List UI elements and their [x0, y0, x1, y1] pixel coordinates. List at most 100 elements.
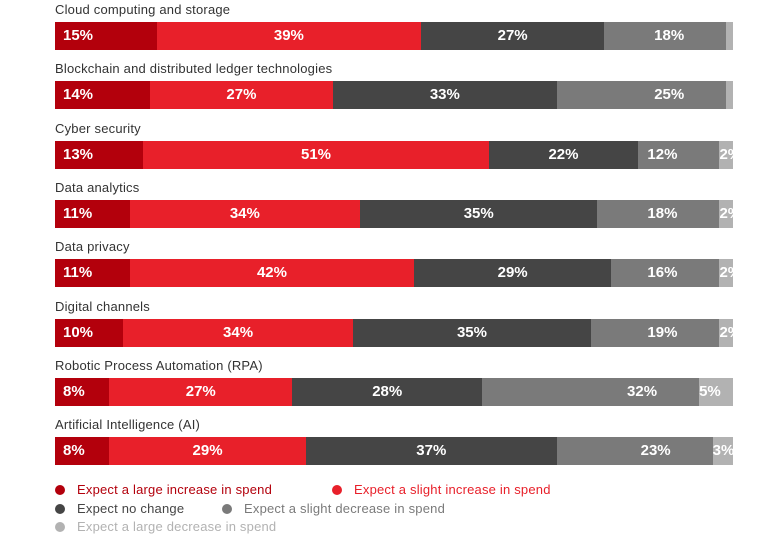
bar-segment: 2%: [719, 199, 733, 228]
data-label: 8%: [63, 382, 85, 400]
data-label: 18%: [654, 27, 685, 44]
data-label: 51%: [300, 145, 332, 163]
data-label: 25%: [654, 86, 685, 104]
bar-segment: 18%: [604, 22, 727, 50]
bar-segment: 35%: [360, 199, 598, 228]
bar-segment: 37%: [305, 437, 557, 466]
bar-segment: 27%: [149, 81, 333, 110]
bar-segment: 27%: [421, 22, 605, 50]
data-label: 32%: [627, 382, 658, 400]
bar-segment: 8%: [55, 437, 110, 466]
bar-segment: 13%: [55, 140, 144, 169]
data-label: 15%: [63, 27, 94, 44]
data-label: 22%: [548, 145, 579, 163]
legend-marker-icon: [332, 485, 342, 495]
category-label: Data privacy: [55, 239, 130, 255]
bar-row: 11% 34% 35% 18% 2%: [55, 199, 733, 228]
data-label: 29%: [192, 442, 223, 460]
category-label: Data analytics: [55, 179, 140, 195]
bar-row: 13% 51% 22% 12% 2%: [55, 140, 733, 169]
bar-segment: 18%: [597, 199, 720, 228]
data-label: 35%: [456, 323, 487, 341]
bar-segment: 16%: [610, 259, 720, 288]
data-label: 12%: [647, 145, 678, 163]
bar-row: 8% 29% 37% 23% 3%: [55, 437, 733, 466]
bar-segment: 11%: [55, 199, 130, 228]
data-label: 33%: [429, 86, 460, 104]
bar-segment: 23%: [556, 437, 713, 466]
data-label: 2%: [719, 323, 733, 341]
data-label: 42%: [256, 264, 287, 282]
legend-marker-icon: [55, 485, 65, 495]
legend-marker-icon: [222, 504, 232, 514]
legend-label: Expect a slight decrease in spend: [244, 501, 445, 516]
data-label: 8%: [63, 442, 85, 460]
legend-marker-icon: [55, 522, 65, 532]
bar-segment: 27%: [109, 377, 293, 406]
bar-row: 10% 34% 35% 19% 2%: [55, 318, 733, 347]
data-label: 2%: [719, 204, 733, 222]
data-label: 23%: [640, 442, 671, 460]
bar-segment: 2%: [719, 259, 733, 288]
bar-row: 8% 27% 28% 32% 5%: [55, 377, 733, 406]
bar-segment: 39%: [156, 22, 422, 50]
bar-segment: 11%: [55, 259, 130, 288]
bar-segment: 33%: [332, 81, 557, 110]
bar-segment: 22%: [488, 140, 639, 169]
bar-segment: 42%: [129, 259, 415, 288]
legend-label: Expect a large decrease in spend: [77, 519, 277, 534]
category-label: Robotic Process Automation (RPA): [55, 357, 263, 373]
data-label: 19%: [647, 323, 678, 341]
data-label: 10%: [63, 323, 94, 341]
category-label: Artificial Intelligence (AI): [55, 417, 201, 433]
data-label: 27%: [185, 382, 216, 400]
bar-segment: 15%: [55, 22, 157, 50]
data-label: 11%: [63, 204, 93, 222]
bar-segment: 35%: [353, 318, 591, 347]
data-label: 2%: [719, 145, 733, 163]
bar-segment: 14%: [55, 81, 150, 110]
bar-segment: 34%: [129, 199, 361, 228]
data-label: 14%: [63, 86, 94, 104]
bar-segment: 19%: [590, 318, 720, 347]
bar-segment: 51%: [143, 140, 489, 169]
bar-segment: [726, 81, 733, 110]
bar-segment: 34%: [122, 318, 354, 347]
bar-row: 14% 27% 33% 25%: [55, 81, 733, 110]
category-label: Cloud computing and storage: [55, 2, 231, 17]
bar-segment: 3%: [712, 437, 733, 466]
bar-segment: 5%: [699, 377, 733, 406]
bar-row: 11% 42% 29% 16% 2%: [55, 259, 733, 288]
data-label: 27%: [497, 27, 528, 44]
data-label: 2%: [719, 264, 733, 282]
bar-segment: 12%: [638, 140, 720, 169]
data-label: 34%: [223, 323, 254, 341]
data-label: 18%: [647, 204, 678, 222]
bar-row: 15% 39% 27% 18%: [55, 22, 733, 50]
bar-segment: 2%: [719, 318, 733, 347]
category-label: Cyber security: [55, 120, 141, 136]
bar-segment: 32%: [482, 377, 700, 406]
bar-segment: 25%: [556, 81, 727, 110]
data-label: 35%: [463, 204, 494, 222]
data-label: 28%: [372, 382, 403, 400]
legend-label: Expect no change: [77, 501, 185, 516]
bar-segment: 28%: [292, 377, 483, 406]
data-label: 16%: [647, 264, 678, 282]
bar-segment: 29%: [414, 259, 611, 288]
bar-segment: 8%: [55, 377, 110, 406]
category-label: Digital channels: [55, 298, 150, 314]
bar-segment: [726, 22, 733, 50]
data-label: 29%: [497, 264, 528, 282]
bar-segment: 29%: [109, 437, 306, 466]
data-label: 5%: [699, 382, 721, 400]
category-label: Blockchain and distributed ledger techno…: [55, 61, 333, 77]
legend-label: Expect a slight increase in spend: [354, 482, 551, 497]
data-label: 39%: [273, 27, 304, 44]
legend-marker-icon: [55, 504, 65, 514]
bar-segment: 2%: [719, 140, 733, 169]
data-label: 13%: [63, 145, 94, 163]
bar-segment: 10%: [55, 318, 123, 347]
legend-label: Expect a large increase in spend: [77, 482, 273, 497]
